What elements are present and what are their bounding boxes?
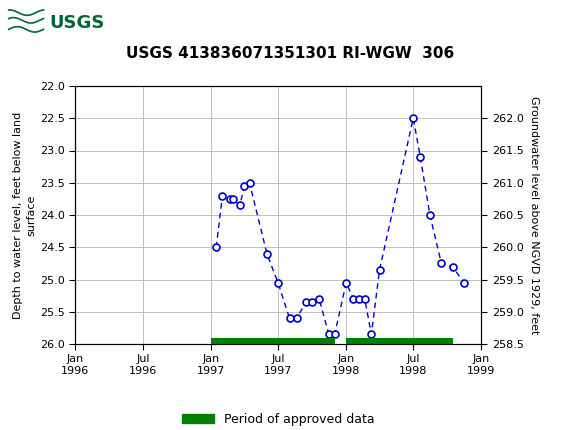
Text: USGS 413836071351301 RI-WGW  306: USGS 413836071351301 RI-WGW 306: [126, 46, 454, 61]
Bar: [346, 338, 452, 350]
Text: USGS: USGS: [49, 14, 104, 31]
Y-axis label: Depth to water level, feet below land
surface: Depth to water level, feet below land su…: [13, 111, 36, 319]
Legend: Period of approved data: Period of approved data: [177, 408, 379, 430]
FancyBboxPatch shape: [6, 3, 104, 42]
Y-axis label: Groundwater level above NGVD 1929, feet: Groundwater level above NGVD 1929, feet: [529, 96, 539, 334]
Bar: [211, 338, 335, 350]
